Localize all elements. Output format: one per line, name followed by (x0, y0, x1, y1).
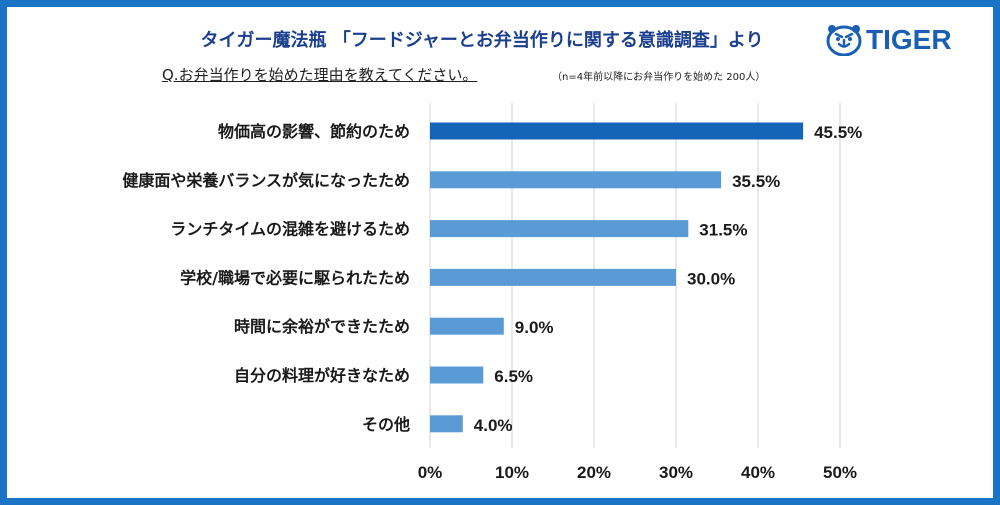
survey-question: Q.お弁当作りを始めた理由を教えてください。 (162, 66, 478, 84)
value-label: 35.5% (732, 172, 780, 191)
value-label: 6.5% (494, 367, 533, 386)
x-tick-label: 20% (577, 463, 611, 482)
x-tick-label: 0% (418, 463, 443, 482)
value-label: 45.5% (814, 123, 862, 142)
x-tick-label: 30% (659, 463, 693, 482)
bar (430, 268, 676, 286)
category-label: ランチタイムの混雑を避けるため (170, 220, 410, 239)
bar (430, 415, 463, 433)
bar (430, 122, 804, 140)
bar (430, 171, 722, 189)
category-label: 学校/職場で必要に駆られたため (180, 268, 410, 287)
category-label: 物価高の影響、節約のため (218, 122, 410, 141)
category-label: 時間に余裕ができたため (234, 317, 410, 336)
bar (430, 220, 689, 238)
bar (430, 317, 504, 335)
x-tick-label: 10% (495, 463, 529, 482)
category-label: 健康面や栄養バランスが気になったため (122, 171, 410, 190)
tiger-face-icon (826, 25, 862, 56)
value-label: 31.5% (699, 221, 747, 240)
chart-title: タイガー魔法瓶 「フードジャーとお弁当作りに関する意識調査」より (200, 30, 764, 51)
category-label: その他 (362, 415, 410, 434)
value-label: 4.0% (474, 416, 513, 435)
value-label: 9.0% (515, 318, 554, 337)
logo-wordmark: TIGER (866, 24, 952, 55)
sample-note: （n=4年前以降にお弁当作りを始めた 200人） (552, 72, 766, 83)
x-tick-label: 40% (741, 463, 775, 482)
category-label: 自分の料理が好きなため (234, 366, 410, 385)
bar (430, 366, 484, 384)
x-tick-label: 50% (823, 463, 857, 482)
value-label: 30.0% (687, 269, 735, 288)
tiger-logo: TIGER (826, 23, 952, 57)
